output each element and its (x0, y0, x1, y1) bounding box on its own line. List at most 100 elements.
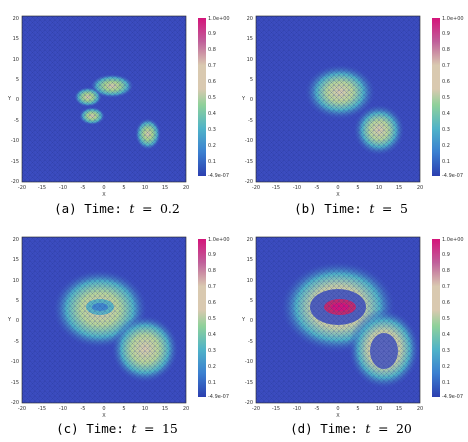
x-tick-label: -5 (315, 406, 320, 412)
x-axis-label: X (102, 192, 106, 198)
x-tick-label: -5 (81, 406, 86, 412)
colorbar-tick-label: 0.8 (442, 47, 450, 53)
caption-label: (a) Time: (54, 201, 122, 216)
panel-a: 20 15 10 5 0 -5 -10 -15 -20 Y -20 -15 -1… (0, 0, 234, 221)
caption-label: (c) Time: (56, 421, 124, 436)
x-tick-label: 0 (102, 185, 105, 191)
x-axis-label: X (336, 413, 340, 419)
x-tick-label: -20 (252, 185, 260, 191)
x-tick-label: 5 (122, 406, 125, 412)
y-tick-label: 15 (13, 36, 19, 42)
x-tick-label: -20 (18, 406, 26, 412)
y-tick-label: 0 (16, 97, 19, 103)
x-tick-label: -10 (59, 185, 67, 191)
y-tick-label: -15 (245, 159, 253, 165)
y-tick-label: -5 (14, 339, 19, 345)
caption-value: 5 (399, 201, 408, 216)
colorbar-tick-label: 0.9 (442, 252, 450, 258)
x-tick-label: 0 (102, 406, 105, 412)
y-tick-label: 5 (250, 77, 253, 83)
caption-equals: = (381, 201, 393, 216)
x-tick-label: -5 (315, 185, 320, 191)
y-tick-label: 15 (247, 257, 253, 263)
y-tick-label: -5 (14, 118, 19, 124)
y-tick-label: 5 (16, 298, 19, 304)
colorbar-tick-label: 0.6 (442, 300, 450, 306)
colorbar-tick-label: 0.7 (208, 63, 216, 69)
colorbar-tick-label: 0.2 (442, 364, 450, 370)
colorbar-tick-label: 0.8 (208, 268, 216, 274)
y-tick-label: -10 (245, 359, 253, 365)
x-tick-label: 10 (376, 406, 382, 412)
x-tick-label: 15 (162, 406, 168, 412)
caption-equals: = (141, 201, 153, 216)
y-tick-label: 20 (247, 16, 253, 22)
plot-d: 20 15 10 5 0 -5 -10 -15 -20 Y -20 -15 -1… (241, 236, 464, 419)
x-axis-label: X (336, 192, 340, 198)
y-tick-label: -5 (248, 118, 253, 124)
colorbar-tick-label: 0.3 (208, 127, 216, 133)
panel-d: 20 15 10 5 0 -5 -10 -15 -20 Y -20 -15 -1… (234, 221, 468, 442)
colorbar-tick-label: 0.4 (208, 332, 216, 338)
colorbar-min-label: -4.9e-07 (442, 173, 463, 179)
y-tick-label: 5 (16, 77, 19, 83)
colorbar-tick-label: 0.5 (208, 316, 216, 322)
x-tick-label: 10 (376, 185, 382, 191)
y-tick-label: -20 (11, 179, 19, 185)
y-tick-label: -10 (11, 138, 19, 144)
colorbar-tick-label: 0.2 (208, 364, 216, 370)
y-tick-label: 10 (13, 57, 19, 63)
colorbar-max-label: 1.0e+00 (442, 16, 464, 22)
x-tick-label: 5 (356, 185, 359, 191)
x-axis-label: X (102, 413, 106, 419)
x-tick-label: 20 (183, 185, 189, 191)
y-axis-label: Y (241, 317, 246, 323)
colorbar-tick-label: 0.6 (208, 300, 216, 306)
colorbar-tick-label: 0.6 (442, 79, 450, 85)
caption-b: (b) Time: t = 5 (234, 201, 468, 216)
x-tick-label: -5 (81, 185, 86, 191)
colorbar-tick-label: 0.1 (442, 159, 450, 165)
colorbar-tick-label: 0.3 (442, 127, 450, 133)
caption-label: (d) Time: (290, 421, 358, 436)
y-tick-label: 20 (247, 237, 253, 243)
x-tick-label: -15 (38, 406, 46, 412)
colorbar-tick-label: 0.4 (442, 111, 450, 117)
colorbar-tick-label: 0.5 (208, 95, 216, 101)
y-tick-label: -10 (11, 359, 19, 365)
y-tick-label: -15 (11, 380, 19, 386)
colorbar-tick-label: 0.1 (208, 380, 216, 386)
x-tick-label: 20 (417, 185, 423, 191)
colorbar-max-label: 1.0e+00 (208, 16, 230, 22)
colorbar (432, 239, 440, 397)
y-tick-label: 0 (250, 318, 253, 324)
colorbar-tick-label: 0.4 (208, 111, 216, 117)
y-tick-label: -15 (11, 159, 19, 165)
caption-equals: = (143, 421, 155, 436)
caption-c: (c) Time: t = 15 (0, 421, 234, 436)
x-tick-label: -15 (38, 185, 46, 191)
panel-b: 20 15 10 5 0 -5 -10 -15 -20 Y -20 -15 -1… (234, 0, 468, 221)
y-tick-label: 20 (13, 237, 19, 243)
colorbar-tick-label: 0.7 (442, 284, 450, 290)
y-tick-label: 20 (13, 16, 19, 22)
colorbar-tick-label: 0.8 (442, 268, 450, 274)
y-tick-label: -15 (245, 380, 253, 386)
x-tick-label: 0 (336, 406, 339, 412)
y-tick-label: -20 (245, 179, 253, 185)
colorbar-tick-label: 0.5 (442, 95, 450, 101)
y-tick-label: -20 (245, 400, 253, 406)
caption-variable: t (131, 421, 137, 436)
plot-b: 20 15 10 5 0 -5 -10 -15 -20 Y -20 -15 -1… (241, 15, 464, 198)
colorbar-min-label: -4.9e-07 (208, 173, 229, 179)
y-tick-label: -20 (11, 400, 19, 406)
colorbar-min-label: -4.9e-07 (442, 394, 463, 400)
y-axis-label: Y (7, 96, 12, 102)
plot-a: 20 15 10 5 0 -5 -10 -15 -20 Y -20 -15 -1… (7, 15, 230, 198)
x-tick-label: -20 (18, 185, 26, 191)
x-tick-label: 10 (142, 185, 148, 191)
colorbar-tick-label: 0.8 (208, 47, 216, 53)
x-tick-label: -15 (272, 406, 280, 412)
x-tick-label: -10 (293, 185, 301, 191)
x-tick-label: 15 (396, 185, 402, 191)
